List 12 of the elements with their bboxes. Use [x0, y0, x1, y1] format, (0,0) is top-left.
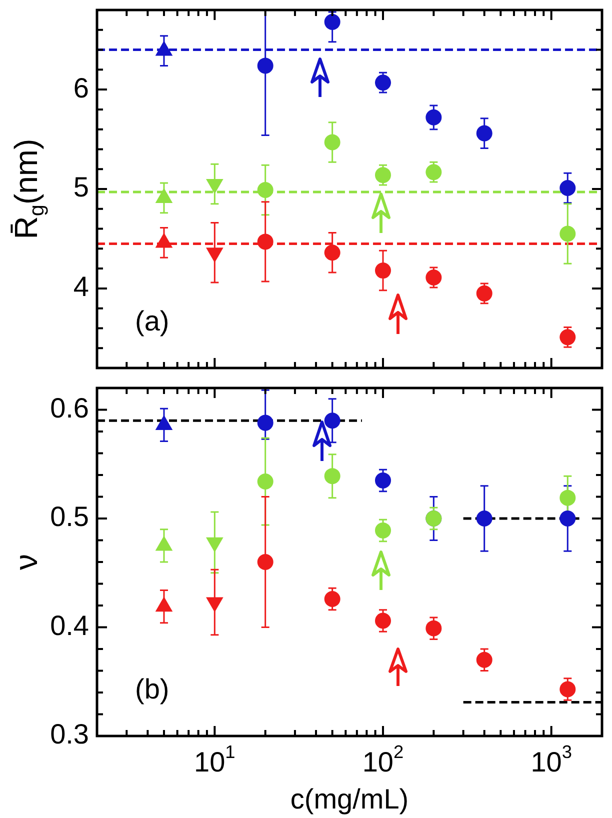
x-axis-title: c(mg/mL) — [290, 784, 409, 815]
y-tick-label: 6 — [73, 72, 90, 104]
y-tick-label: 5 — [73, 172, 90, 203]
y-tick-label: 0.6 — [50, 392, 90, 424]
annotation: (a) — [135, 306, 170, 337]
annotation: (b) — [135, 674, 170, 705]
y-axis-title: R̄g(nm) — [8, 138, 48, 240]
y-tick-label: 4 — [73, 271, 90, 302]
y-tick-label: 0.5 — [50, 501, 90, 532]
y-tick-label: 0.4 — [50, 610, 90, 641]
y-axis-title: ν — [8, 554, 44, 570]
y-tick-label: 0.3 — [50, 718, 90, 750]
